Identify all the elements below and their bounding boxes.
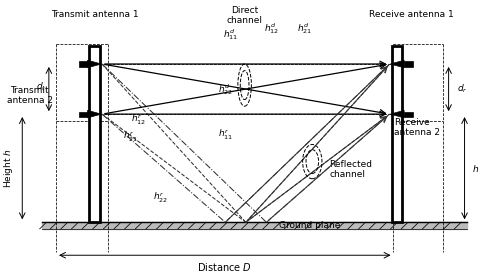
Text: Ground plane: Ground plane (279, 221, 340, 230)
Text: Distance $D$: Distance $D$ (197, 261, 252, 273)
Text: $h^r_{22}$: $h^r_{22}$ (153, 191, 168, 205)
Polygon shape (79, 61, 88, 67)
Polygon shape (390, 110, 404, 118)
Polygon shape (88, 110, 101, 118)
Text: $h^d_{21}$: $h^d_{21}$ (298, 21, 313, 36)
Text: $h^d_{11}$: $h^d_{11}$ (223, 27, 238, 42)
Polygon shape (404, 112, 413, 117)
Text: $h^d_{22}$: $h^d_{22}$ (218, 82, 233, 97)
Bar (90, 45, 100, 222)
Text: Transmit antenna 1: Transmit antenna 1 (51, 10, 139, 19)
Polygon shape (404, 61, 413, 67)
Text: Direct
channel: Direct channel (226, 6, 262, 25)
Text: Transmit
antenna 2: Transmit antenna 2 (6, 86, 53, 105)
Text: Height $h$: Height $h$ (2, 148, 15, 188)
Polygon shape (79, 112, 88, 117)
Text: Reflected
channel: Reflected channel (329, 160, 372, 179)
Text: $h^r_{21}$: $h^r_{21}$ (123, 130, 138, 144)
Text: Receive antenna 1: Receive antenna 1 (369, 10, 454, 19)
Text: $h^d_{12}$: $h^d_{12}$ (263, 21, 279, 36)
Text: $h$: $h$ (472, 163, 479, 174)
Text: $d_r$: $d_r$ (457, 83, 468, 95)
Text: $d_t$: $d_t$ (37, 80, 47, 93)
Text: $h^r_{12}$: $h^r_{12}$ (131, 113, 146, 127)
Text: $h^r_{11}$: $h^r_{11}$ (218, 128, 233, 142)
Polygon shape (88, 60, 101, 68)
Text: Receive
antenna 2: Receive antenna 2 (394, 118, 440, 137)
Bar (392, 45, 402, 222)
Polygon shape (390, 60, 404, 68)
